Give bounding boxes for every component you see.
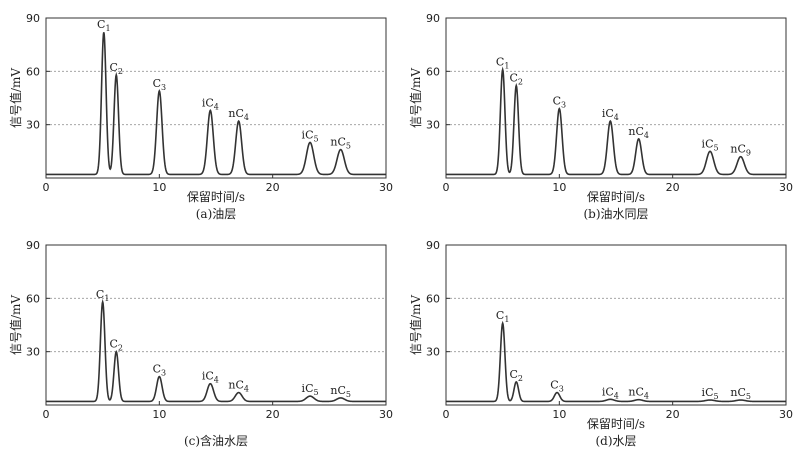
peak-label-nC4: nC4	[628, 125, 649, 140]
peak-label-nC5: nC5	[330, 384, 351, 399]
y-axis-label: 信号值/mV	[8, 295, 23, 355]
peak-label-C1: C1	[496, 309, 510, 324]
peak-label-iC4: iC4	[202, 96, 219, 111]
x-axis-label: 保留时间/s	[587, 417, 645, 431]
x-tick-label: 0	[443, 181, 450, 194]
peak-label-iC4: iC4	[602, 385, 619, 400]
y-tick-label: 30	[26, 346, 40, 359]
x-axis-label: 保留时间/s	[587, 190, 645, 204]
peak-label-iC5: iC5	[702, 137, 719, 152]
peak-label-C1: C1	[96, 288, 110, 303]
x-tick-label: 10	[152, 408, 166, 421]
chromatogram-line	[446, 66, 786, 176]
x-tick-label: 0	[443, 408, 450, 421]
chromatogram-line	[46, 32, 386, 176]
peak-label-iC5: iC5	[302, 128, 319, 143]
peak-label-C3: C3	[550, 379, 564, 394]
peak-label-C2: C2	[110, 338, 124, 353]
peak-label-iC5: iC5	[302, 382, 319, 397]
panel-caption: (d)水层	[595, 434, 636, 448]
peak-label-nC9: nC9	[730, 143, 751, 158]
y-axis-label: 信号值/mV	[408, 295, 423, 355]
chromatogram-line	[446, 320, 786, 403]
y-axis-label: 信号值/mV	[408, 68, 423, 128]
x-tick-label: 20	[666, 408, 680, 421]
chart-a-svg: 0 10 20 30 30 60 90 信号值/mV 保留时间/s (a)油层 C1 C2 C3 iC4 n…	[8, 12, 393, 221]
chart-panel-a: 0 10 20 30 30 60 90 信号值/mV 保留时间/s (a)油层 C1 C2 C3 iC4 n…	[0, 0, 400, 227]
y-tick-label: 60	[426, 65, 440, 78]
x-tick-label: 30	[779, 181, 793, 194]
x-tick-label: 30	[379, 181, 393, 194]
chart-d-svg: 0 10 20 30 30 60 90 信号值/mV 保留时间/s (d)水层 C1 C2 C3 iC4 n…	[408, 239, 793, 448]
chart-panel-d: 0 10 20 30 30 60 90 信号值/mV 保留时间/s (d)水层 C1 C2 C3 iC4 n…	[400, 227, 800, 454]
y-tick-label: 90	[26, 239, 40, 252]
panel-caption: (c)含油水层	[184, 433, 248, 448]
peak-label-iC4: iC4	[602, 107, 619, 122]
x-tick-label: 20	[266, 181, 280, 194]
chart-c-svg: 0 10 20 30 30 60 90 信号值/mV (c)含油水层 C1 C2 C3 iC4 nC4 iC…	[8, 239, 393, 448]
peak-label-nC4: nC4	[228, 107, 249, 122]
y-tick-label: 90	[26, 12, 40, 25]
x-tick-label: 20	[266, 408, 280, 421]
x-tick-label: 0	[43, 408, 50, 421]
plot-frame	[45, 17, 387, 179]
peak-label-nC5: nC5	[730, 386, 751, 401]
chart-panel-c: 0 10 20 30 30 60 90 信号值/mV (c)含油水层 C1 C2 C3 iC4 nC4 iC…	[0, 227, 400, 454]
plot-frame	[445, 17, 787, 179]
peak-label-nC5: nC5	[330, 136, 351, 151]
x-tick-label: 0	[43, 181, 50, 194]
plot-frame	[445, 244, 787, 406]
y-tick-label: 90	[426, 12, 440, 25]
y-tick-label: 30	[26, 119, 40, 132]
x-tick-label: 30	[779, 408, 793, 421]
peak-label-nC4: nC4	[228, 379, 249, 394]
peak-label-iC4: iC4	[202, 370, 219, 385]
peak-label-C1: C1	[97, 18, 111, 33]
y-tick-label: 60	[426, 292, 440, 305]
chromatogram-line	[46, 298, 386, 403]
y-tick-label: 60	[26, 292, 40, 305]
peak-label-nC4: nC4	[628, 386, 649, 401]
x-tick-label: 10	[552, 181, 566, 194]
plot-frame	[45, 244, 387, 406]
peak-label-C3: C3	[553, 95, 567, 110]
y-tick-label: 60	[26, 65, 40, 78]
x-tick-label: 10	[552, 408, 566, 421]
chart-panel-b: 0 10 20 30 30 60 90 信号值/mV 保留时间/s (b)油水同层 C1 C2 C3 iC…	[400, 0, 800, 227]
y-tick-label: 30	[426, 119, 440, 132]
peak-label-iC5: iC5	[702, 386, 719, 401]
y-tick-label: 30	[426, 346, 440, 359]
peak-label-C3: C3	[153, 363, 167, 378]
peak-label-C1: C1	[496, 56, 510, 71]
x-tick-label: 20	[666, 181, 680, 194]
x-tick-label: 30	[379, 408, 393, 421]
peak-label-C2: C2	[510, 368, 524, 383]
panel-caption: (a)油层	[196, 207, 237, 221]
x-tick-label: 10	[152, 181, 166, 194]
x-axis-label: 保留时间/s	[187, 190, 245, 204]
y-axis-label: 信号值/mV	[8, 68, 23, 128]
y-tick-label: 90	[426, 239, 440, 252]
peak-label-C2: C2	[510, 72, 524, 87]
peak-label-C3: C3	[153, 77, 167, 92]
peak-label-C2: C2	[110, 61, 124, 76]
panel-caption: (b)油水同层	[583, 207, 648, 221]
